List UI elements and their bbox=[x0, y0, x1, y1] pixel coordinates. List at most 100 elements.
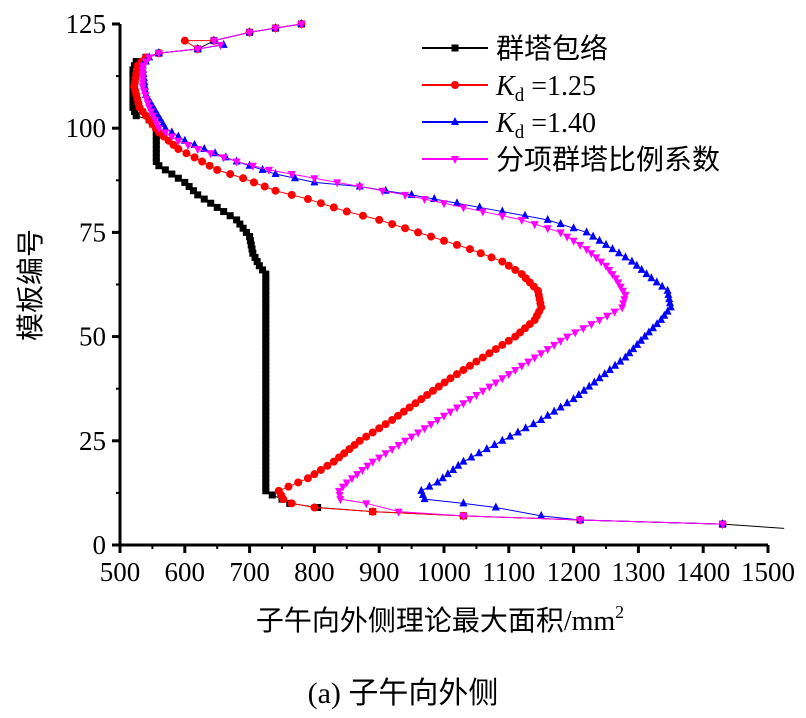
data-point bbox=[181, 178, 189, 186]
data-point bbox=[158, 119, 167, 128]
data-point bbox=[648, 323, 657, 332]
data-point bbox=[411, 399, 420, 408]
data-point bbox=[405, 403, 414, 412]
data-point bbox=[262, 291, 270, 299]
data-point bbox=[205, 161, 214, 170]
data-point bbox=[608, 244, 617, 253]
data-point bbox=[303, 474, 312, 483]
data-point bbox=[262, 395, 270, 403]
data-point bbox=[129, 95, 137, 103]
data-point bbox=[245, 29, 254, 38]
series-2 bbox=[138, 19, 727, 528]
data-point bbox=[262, 333, 270, 341]
data-point bbox=[618, 304, 627, 313]
legend-marker bbox=[451, 117, 459, 125]
data-point bbox=[154, 50, 163, 59]
data-point bbox=[271, 186, 280, 195]
data-point bbox=[316, 465, 325, 474]
data-point bbox=[262, 328, 270, 336]
data-point bbox=[629, 344, 638, 353]
y-tick-label: 125 bbox=[66, 9, 107, 39]
data-point bbox=[621, 252, 630, 261]
data-point bbox=[262, 308, 270, 316]
data-point bbox=[262, 353, 270, 361]
data-point bbox=[443, 469, 452, 478]
data-point bbox=[151, 106, 160, 115]
data-point bbox=[633, 339, 642, 348]
data-point bbox=[262, 337, 270, 345]
data-point bbox=[401, 224, 410, 233]
data-point bbox=[174, 131, 183, 140]
data-point bbox=[440, 200, 448, 209]
data-point bbox=[543, 346, 552, 355]
data-point bbox=[353, 471, 362, 480]
data-point bbox=[262, 437, 270, 445]
data-point bbox=[665, 298, 674, 307]
data-point bbox=[363, 462, 372, 471]
data-point bbox=[297, 21, 306, 29]
data-point bbox=[556, 402, 565, 411]
data-point bbox=[335, 487, 344, 496]
data-point bbox=[585, 381, 594, 390]
data-point bbox=[569, 237, 578, 246]
data-point bbox=[262, 428, 270, 436]
data-point bbox=[262, 349, 270, 357]
data-point bbox=[611, 275, 620, 284]
data-point bbox=[611, 360, 620, 369]
data-point bbox=[420, 196, 429, 205]
data-point bbox=[475, 202, 484, 211]
data-point bbox=[632, 260, 641, 269]
data-point bbox=[248, 162, 257, 171]
data-point bbox=[569, 223, 578, 232]
data-point bbox=[262, 283, 270, 291]
data-point bbox=[440, 412, 448, 421]
data-point bbox=[359, 211, 367, 220]
figure-caption: (a) 子午向外侧 bbox=[307, 677, 499, 710]
data-point bbox=[287, 499, 296, 508]
data-point bbox=[336, 496, 345, 505]
data-point bbox=[616, 356, 625, 365]
data-point bbox=[213, 165, 222, 174]
data-point bbox=[401, 437, 410, 446]
data-point bbox=[418, 489, 427, 498]
data-point bbox=[498, 212, 507, 221]
data-point bbox=[511, 366, 520, 375]
data-point bbox=[576, 241, 585, 250]
data-point bbox=[268, 491, 276, 499]
data-point bbox=[226, 170, 235, 179]
data-point bbox=[576, 516, 585, 525]
y-tick-label: 25 bbox=[79, 426, 106, 456]
data-point bbox=[145, 54, 154, 63]
data-point bbox=[459, 204, 468, 213]
data-point bbox=[530, 354, 539, 363]
data-point bbox=[610, 308, 619, 317]
data-point bbox=[262, 362, 270, 370]
data-point bbox=[636, 335, 645, 344]
data-point bbox=[597, 258, 606, 267]
data-point bbox=[521, 210, 529, 219]
data-point bbox=[452, 370, 461, 379]
data-point bbox=[504, 336, 513, 345]
data-point bbox=[556, 219, 565, 228]
data-point bbox=[335, 491, 344, 500]
data-point bbox=[498, 340, 507, 349]
data-point bbox=[556, 229, 565, 238]
data-point bbox=[476, 249, 485, 258]
data-point bbox=[543, 214, 552, 223]
data-point bbox=[465, 396, 474, 405]
data-point bbox=[414, 429, 423, 438]
data-point bbox=[368, 507, 377, 516]
data-point bbox=[605, 266, 614, 275]
data-point bbox=[161, 166, 169, 174]
data-point bbox=[644, 327, 653, 336]
data-point bbox=[271, 169, 280, 178]
data-point bbox=[152, 153, 160, 161]
data-point bbox=[152, 149, 160, 157]
data-point bbox=[190, 153, 199, 162]
data-point bbox=[262, 408, 270, 416]
x-tick-label: 1500 bbox=[741, 557, 795, 587]
y-tick-label: 50 bbox=[79, 322, 106, 352]
data-point bbox=[138, 75, 147, 84]
